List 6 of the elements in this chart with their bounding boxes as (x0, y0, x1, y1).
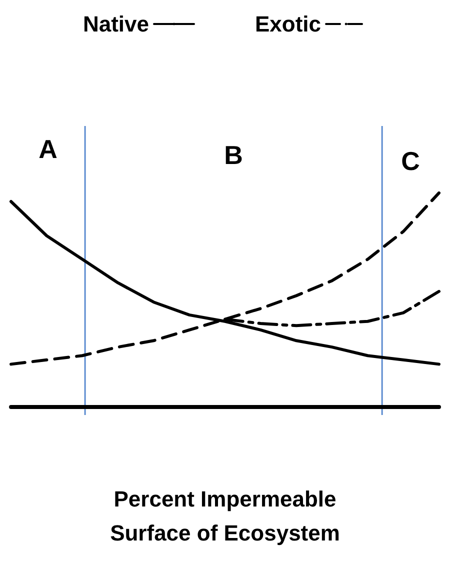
text: C (401, 146, 420, 176)
x-axis-title: Percent Impermeable Surface of Ecosystem (110, 486, 340, 546)
text: A (38, 134, 58, 164)
text: B (224, 140, 243, 170)
legend-label: Exotic (254, 12, 322, 36)
legend-label: Native (82, 12, 150, 36)
